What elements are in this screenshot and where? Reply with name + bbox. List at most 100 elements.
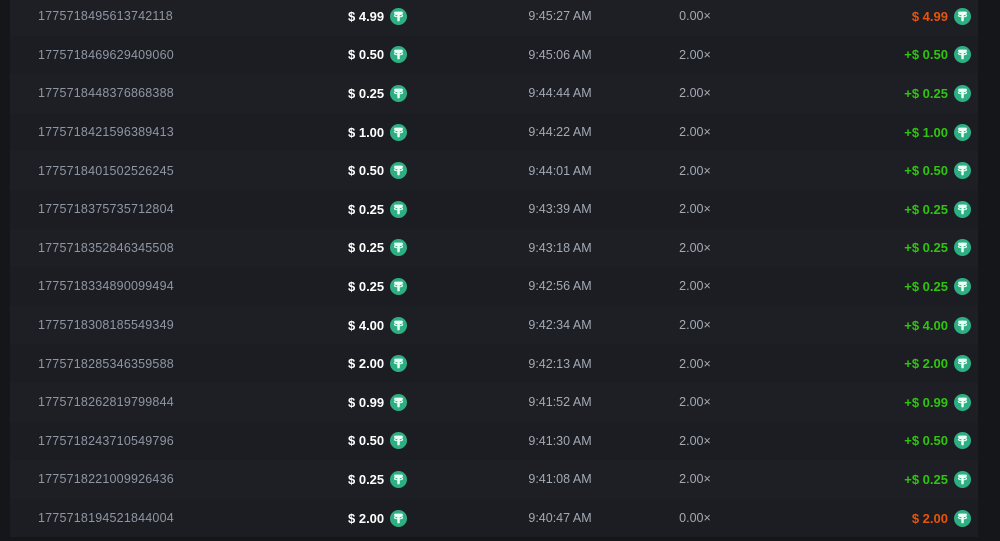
payout-amount: +$ 0.50	[904, 47, 948, 63]
payout-amount: +$ 0.50	[904, 163, 948, 179]
bet-time: 9:45:06 AM	[528, 47, 592, 62]
payout-cell: $ 2.00	[750, 509, 978, 527]
bet-amount-cell: $ 0.50	[320, 162, 480, 180]
tether-coin-icon	[954, 84, 971, 102]
bet-amount: $ 2.00	[348, 510, 385, 526]
bet-amount-cell: $ 4.99	[320, 7, 480, 25]
tether-coin-icon	[390, 7, 408, 25]
bet-time: 9:43:18 AM	[528, 240, 592, 255]
payout-amount: $ 4.99	[911, 8, 948, 24]
bet-amount: $ 0.25	[348, 278, 385, 294]
tether-coin-icon	[390, 393, 408, 411]
payout-amount: +$ 4.00	[904, 317, 948, 333]
bet-amount: $ 0.25	[348, 240, 385, 256]
bet-row[interactable]: 1775718401502526245 $ 0.50 9:44:01 AM 2.…	[10, 151, 978, 190]
tether-coin-icon	[954, 470, 971, 488]
bet-row[interactable]: 1775718243710549796 $ 0.50 9:41:30 AM 2.…	[10, 421, 978, 461]
tether-coin-icon	[954, 123, 971, 141]
bet-amount-cell: $ 0.25	[320, 239, 480, 257]
payout-amount: $ 2.00	[911, 510, 948, 526]
bet-id: 1775718421596389413	[38, 125, 174, 140]
bet-row[interactable]: 1775718352846345508 $ 0.25 9:43:18 AM 2.…	[10, 228, 978, 268]
bet-row[interactable]: 1775718285346359588 $ 2.00 9:42:13 AM 2.…	[10, 344, 978, 383]
tether-coin-icon	[390, 316, 408, 334]
bet-time: 9:44:44 AM	[528, 86, 592, 101]
bet-id: 1775718285346359588	[38, 356, 174, 371]
bet-time: 9:45:27 AM	[528, 9, 592, 24]
payout-amount: +$ 0.25	[904, 471, 948, 487]
payout-amount: +$ 0.25	[904, 85, 948, 101]
bet-amount-cell: $ 0.50	[320, 432, 480, 450]
bet-row[interactable]: 1775718469629409060 $ 0.50 9:45:06 AM 2.…	[10, 35, 978, 75]
bet-multiplier: 2.00×	[679, 279, 711, 294]
payout-cell: +$ 0.25	[750, 84, 978, 102]
payout-cell: +$ 0.50	[750, 46, 978, 64]
tether-coin-icon	[954, 316, 971, 334]
bet-time: 9:42:34 AM	[528, 318, 592, 333]
tether-coin-icon	[954, 7, 971, 25]
bet-amount: $ 0.50	[348, 433, 385, 449]
bet-id: 1775718401502526245	[38, 163, 174, 178]
bet-id: 1775718448376868388	[38, 86, 174, 101]
bet-amount: $ 0.50	[348, 47, 385, 63]
bet-multiplier: 2.00×	[679, 163, 711, 178]
tether-coin-icon	[954, 509, 971, 527]
bet-id: 1775718194521844004	[38, 511, 174, 526]
bet-multiplier: 2.00×	[679, 395, 711, 410]
bet-amount-cell: $ 0.25	[320, 84, 480, 102]
bet-amount: $ 0.50	[348, 163, 385, 179]
tether-coin-icon	[390, 123, 408, 141]
bet-time: 9:42:56 AM	[528, 279, 592, 294]
bet-multiplier: 0.00×	[679, 511, 711, 526]
bet-row[interactable]: 1775718308185549349 $ 4.00 9:42:34 AM 2.…	[10, 305, 978, 345]
tether-coin-icon	[954, 355, 971, 373]
payout-amount: +$ 0.25	[904, 278, 948, 294]
bet-amount-cell: $ 0.99	[320, 393, 480, 411]
bet-amount: $ 0.25	[348, 201, 385, 217]
bet-history-table: 1775718495613742118 $ 4.99 9:45:27 AM 0.…	[10, 0, 978, 541]
payout-amount: +$ 0.50	[904, 433, 948, 449]
bet-amount-cell: $ 4.00	[320, 316, 480, 334]
bet-row[interactable]: 1775718448376868388 $ 0.25 9:44:44 AM 2.…	[10, 74, 978, 113]
bet-row[interactable]: 1775718334890099494 $ 0.25 9:42:56 AM 2.…	[10, 267, 978, 306]
bet-amount: $ 2.00	[348, 356, 385, 372]
bet-row[interactable]: 1775718421596389413 $ 1.00 9:44:22 AM 2.…	[10, 112, 978, 152]
bet-multiplier: 2.00×	[679, 318, 711, 333]
bet-amount-cell: $ 0.25	[320, 277, 480, 295]
payout-amount: +$ 0.25	[904, 240, 948, 256]
payout-cell: +$ 4.00	[750, 316, 978, 334]
bet-amount-cell: $ 2.00	[320, 509, 480, 527]
tether-coin-icon	[390, 470, 408, 488]
bet-amount-cell: $ 0.50	[320, 46, 480, 64]
tether-coin-icon	[954, 277, 971, 295]
bet-time: 9:44:22 AM	[528, 125, 592, 140]
bet-time: 9:40:47 AM	[528, 511, 592, 526]
payout-cell: +$ 0.99	[750, 393, 978, 411]
bet-row[interactable]: 1775718495613742118 $ 4.99 9:45:27 AM 0.…	[10, 0, 978, 36]
bet-amount-cell: $ 0.25	[320, 470, 480, 488]
tether-coin-icon	[390, 239, 408, 257]
payout-amount: +$ 1.00	[904, 124, 948, 140]
tether-coin-icon	[954, 162, 971, 180]
bet-row[interactable]: 1775718194521844004 $ 2.00 9:40:47 AM 0.…	[10, 498, 978, 538]
bet-multiplier: 2.00×	[679, 356, 711, 371]
bet-amount: $ 4.99	[348, 8, 385, 24]
tether-coin-icon	[954, 200, 971, 218]
bet-amount: $ 0.25	[348, 471, 385, 487]
bet-multiplier: 2.00×	[679, 125, 711, 140]
bet-amount: $ 0.25	[348, 85, 385, 101]
bet-id: 1775718308185549349	[38, 318, 174, 333]
bet-id: 1775718495613742118	[38, 9, 173, 24]
bet-row[interactable]: 1775718221009926436 $ 0.25 9:41:08 AM 2.…	[10, 460, 978, 499]
bet-multiplier: 2.00×	[679, 472, 711, 487]
bet-id: 1775718334890099494	[38, 279, 174, 294]
bet-amount-cell: $ 1.00	[320, 123, 480, 141]
bet-id: 1775718262819799844	[38, 395, 174, 410]
payout-cell: $ 4.99	[750, 7, 978, 25]
tether-coin-icon	[390, 84, 408, 102]
payout-cell: +$ 2.00	[750, 355, 978, 373]
bet-multiplier: 2.00×	[679, 433, 711, 448]
payout-amount: +$ 2.00	[904, 356, 948, 372]
bet-row[interactable]: 1775718375735712804 $ 0.25 9:43:39 AM 2.…	[10, 189, 978, 229]
bet-row[interactable]: 1775718262819799844 $ 0.99 9:41:52 AM 2.…	[10, 382, 978, 422]
